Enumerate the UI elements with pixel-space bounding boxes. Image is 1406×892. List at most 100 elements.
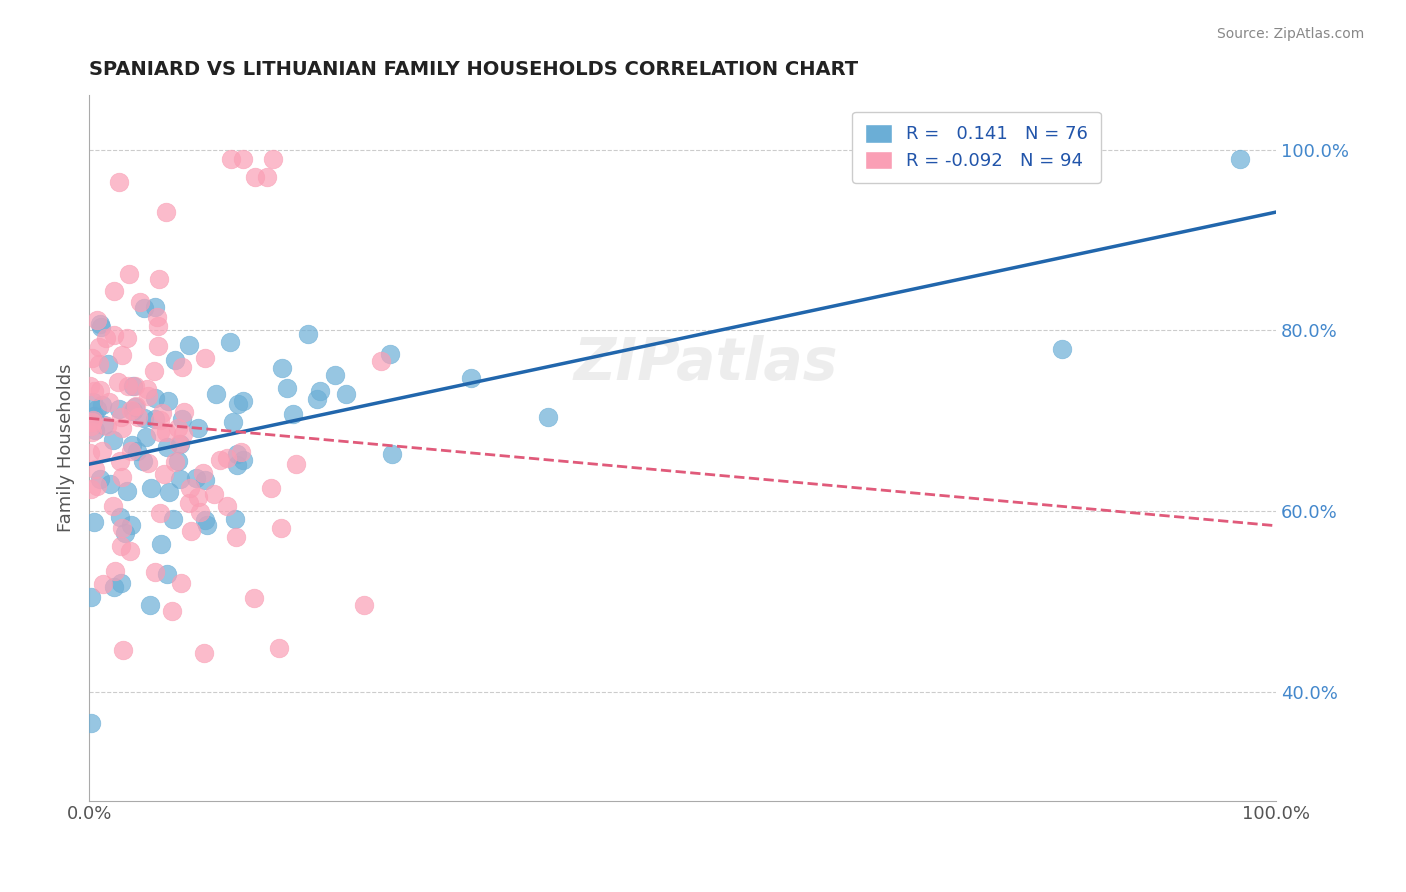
Lithuanians [111,421,134,435]
Spaniards [86,402,108,417]
Spaniards [194,513,217,527]
Spaniards [124,400,146,414]
Lithuanians [172,426,194,441]
Lithuanians [148,338,170,352]
Spaniards [80,716,103,731]
Spaniards [224,512,246,526]
Lithuanians [82,425,104,439]
Spaniards [101,434,124,448]
Lithuanians [180,524,202,538]
Spaniards [226,447,249,461]
Lithuanians [93,577,115,591]
Lithuanians [120,444,142,458]
Lithuanians [259,481,281,495]
Spaniards [122,404,145,418]
Lithuanians [256,169,278,184]
Lithuanians [111,521,134,535]
Spaniards [90,319,112,334]
Lithuanians [173,405,195,419]
Lithuanians [87,340,110,354]
Lithuanians [89,383,111,397]
Lithuanians [267,640,290,655]
Lithuanians [160,604,183,618]
Lithuanians [103,284,125,298]
Lithuanians [148,272,170,286]
Lithuanians [83,384,105,398]
Spaniards [172,411,194,425]
Spaniards [537,410,560,425]
Spaniards [232,452,254,467]
Spaniards [163,353,186,368]
Spaniards [305,392,328,407]
Lithuanians [202,487,225,501]
Spaniards [108,509,131,524]
Lithuanians [193,351,215,365]
Spaniards [108,402,131,417]
Lithuanians [170,576,193,591]
Lithuanians [110,539,132,553]
Lithuanians [243,591,266,606]
Lithuanians [148,318,170,333]
Spaniards [83,515,105,529]
Lithuanians [153,467,176,482]
Spaniards [89,472,111,486]
Lithuanians [143,364,166,378]
Text: ZIPatlas: ZIPatlas [574,334,838,392]
Lithuanians [96,418,118,433]
Lithuanians [179,496,201,510]
Spaniards [1052,342,1074,356]
Lithuanians [208,452,231,467]
Lithuanians [188,505,211,519]
Spaniards [271,360,294,375]
Spaniards [127,443,149,458]
Spaniards [222,415,245,429]
Spaniards [169,437,191,451]
Spaniards [84,423,107,437]
Lithuanians [166,420,188,434]
Lithuanians [117,378,139,392]
Lithuanians [191,466,214,480]
Lithuanians [79,446,101,460]
Lithuanians [245,169,267,184]
Lithuanians [111,470,134,484]
Spaniards [225,458,247,472]
Lithuanians [120,403,142,417]
Lithuanians [187,491,209,505]
Spaniards [138,598,160,612]
Text: SPANIARD VS LITHUANIAN FAMILY HOUSEHOLDS CORRELATION CHART: SPANIARD VS LITHUANIAN FAMILY HOUSEHOLDS… [89,60,858,78]
Lithuanians [118,268,141,282]
Lithuanians [91,444,114,458]
Lithuanians [111,348,134,362]
Spaniards [145,392,167,406]
Spaniards [197,518,219,533]
Spaniards [184,471,207,485]
Spaniards [98,476,121,491]
Spaniards [187,420,209,434]
Spaniards [134,411,156,425]
Spaniards [162,511,184,525]
Spaniards [169,472,191,486]
Lithuanians [232,152,254,166]
Spaniards [380,347,402,361]
Lithuanians [135,382,157,396]
Lithuanians [128,294,150,309]
Spaniards [150,537,173,551]
Spaniards [121,379,143,393]
Lithuanians [149,506,172,520]
Spaniards [89,318,111,332]
Spaniards [132,454,155,468]
Lithuanians [108,176,131,190]
Lithuanians [370,353,392,368]
Lithuanians [136,389,159,403]
Lithuanians [353,599,375,613]
Spaniards [281,407,304,421]
Lithuanians [193,646,215,660]
Lithuanians [80,419,103,434]
Spaniards [97,357,120,371]
Spaniards [114,526,136,541]
Lithuanians [87,357,110,371]
Lithuanians [80,482,103,496]
Spaniards [80,590,103,604]
Lithuanians [149,412,172,426]
Spaniards [156,441,179,455]
